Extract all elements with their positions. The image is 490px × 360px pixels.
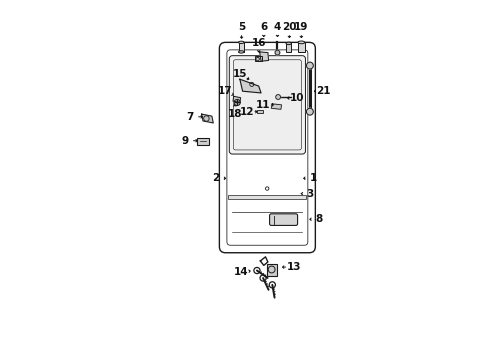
Circle shape xyxy=(306,62,313,69)
FancyBboxPatch shape xyxy=(228,195,306,199)
Text: 15: 15 xyxy=(233,69,247,79)
Text: 11: 11 xyxy=(256,100,270,110)
Text: 21: 21 xyxy=(317,86,331,96)
FancyBboxPatch shape xyxy=(233,60,301,150)
Circle shape xyxy=(234,99,240,105)
Text: 3: 3 xyxy=(306,189,314,199)
Bar xyxy=(196,138,210,145)
Circle shape xyxy=(275,50,280,55)
Bar xyxy=(298,42,305,52)
Circle shape xyxy=(276,95,280,99)
Text: 10: 10 xyxy=(290,93,304,103)
Text: 4: 4 xyxy=(274,22,281,32)
Text: 17: 17 xyxy=(218,86,233,96)
Text: 5: 5 xyxy=(238,22,245,32)
Text: 2: 2 xyxy=(212,173,220,183)
Text: 20: 20 xyxy=(282,22,296,32)
Text: 7: 7 xyxy=(187,112,194,122)
Bar xyxy=(239,42,244,52)
Text: 13: 13 xyxy=(287,262,301,272)
Text: 1: 1 xyxy=(310,173,317,183)
Text: 14: 14 xyxy=(234,267,249,277)
Bar xyxy=(267,264,277,276)
FancyBboxPatch shape xyxy=(220,42,316,253)
Bar xyxy=(255,57,262,62)
Polygon shape xyxy=(233,96,241,103)
FancyBboxPatch shape xyxy=(270,214,297,225)
Text: 16: 16 xyxy=(251,38,266,48)
FancyBboxPatch shape xyxy=(227,50,308,245)
Text: 19: 19 xyxy=(294,22,309,32)
Text: 8: 8 xyxy=(316,214,323,224)
FancyBboxPatch shape xyxy=(229,56,305,154)
Bar xyxy=(257,110,263,113)
Ellipse shape xyxy=(286,42,292,45)
Circle shape xyxy=(306,108,313,115)
Ellipse shape xyxy=(239,51,244,53)
Text: 6: 6 xyxy=(260,22,268,32)
Polygon shape xyxy=(260,52,269,61)
Polygon shape xyxy=(201,114,213,123)
Ellipse shape xyxy=(298,41,305,44)
Bar xyxy=(286,44,292,52)
Text: 18: 18 xyxy=(227,109,242,119)
Text: 12: 12 xyxy=(240,107,254,117)
Text: 9: 9 xyxy=(182,136,189,146)
Ellipse shape xyxy=(239,41,244,44)
Polygon shape xyxy=(271,104,282,109)
Polygon shape xyxy=(240,79,261,93)
